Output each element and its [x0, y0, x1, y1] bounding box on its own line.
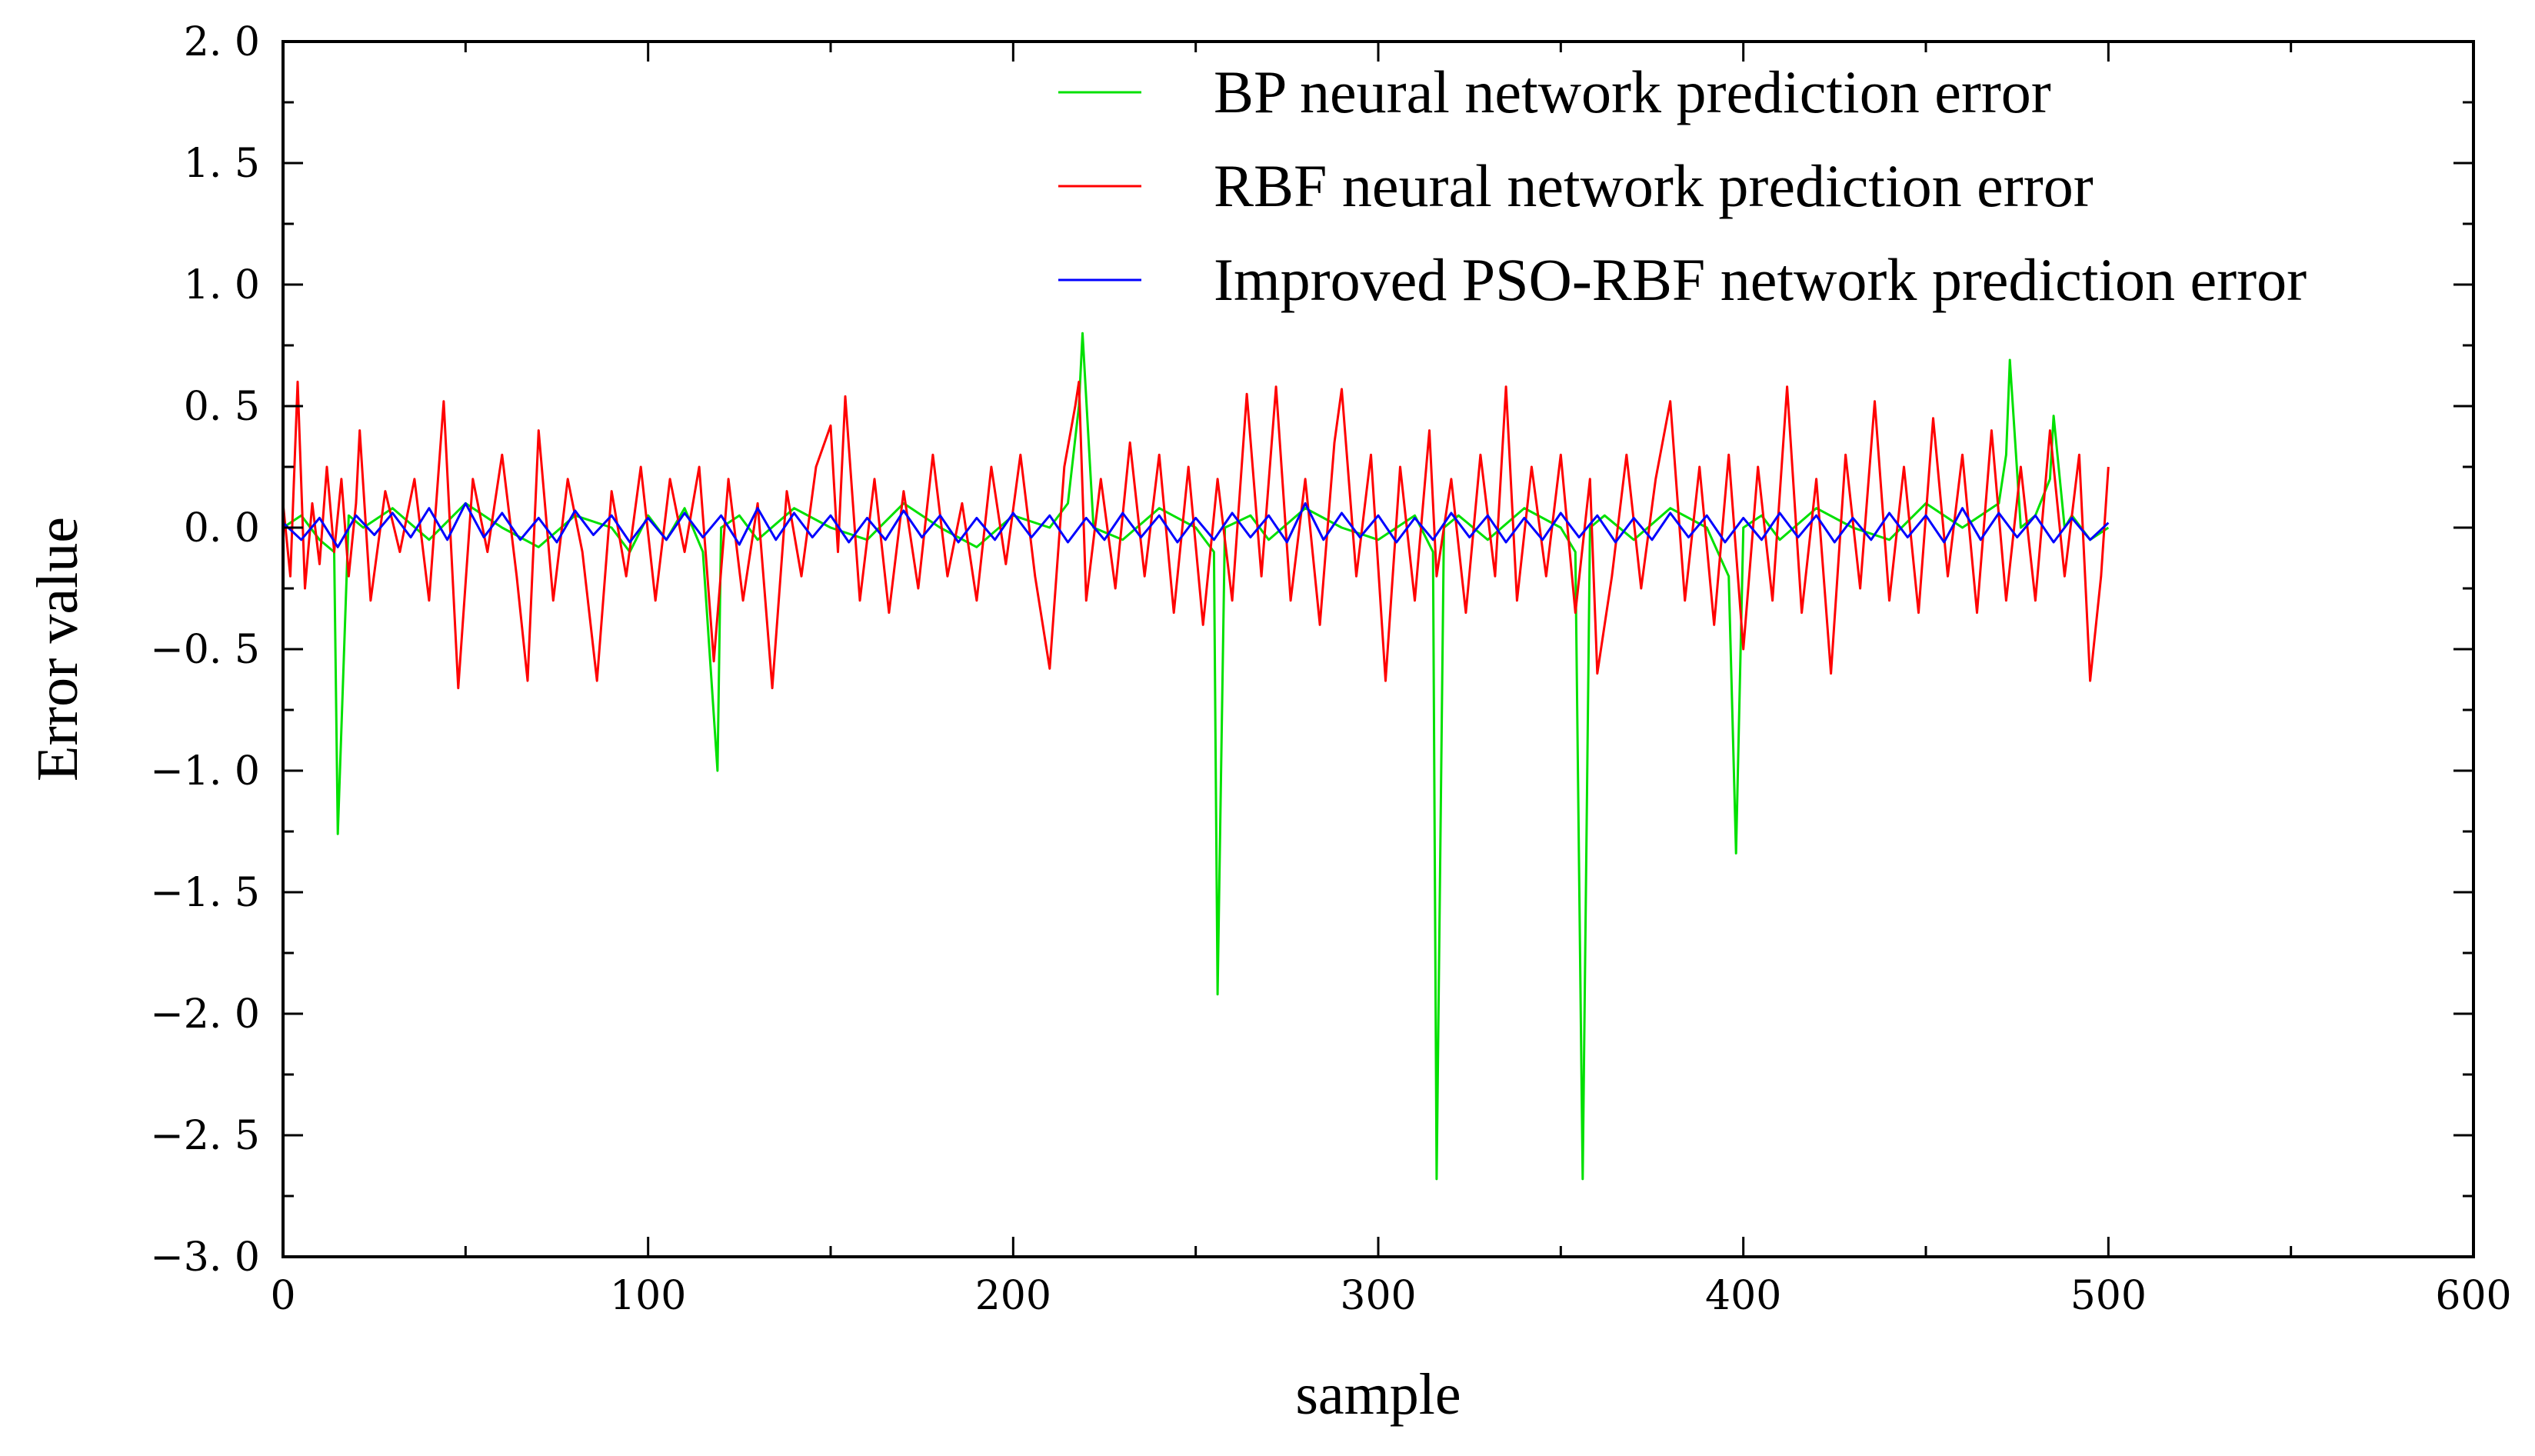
series-line-2 — [281, 380, 2110, 690]
y-tick-label: 0. 0 — [184, 505, 260, 551]
x-tick-label: 100 — [610, 1273, 686, 1319]
y-tick-label: 2. 0 — [184, 19, 260, 65]
y-tick-label: 0. 5 — [184, 384, 260, 430]
y-tick-label: 1. 0 — [184, 262, 260, 308]
x-tick-label: 500 — [2070, 1273, 2147, 1319]
labels-layer: 0 100 200 300 400 500 600 2. 0 1. 5 1. 0 0. 5 0. 0 −… — [150, 19, 2511, 1319]
series-layer — [281, 332, 2110, 1181]
y-tick-label: −0. 5 — [150, 627, 260, 673]
y-tick-label: 1. 5 — [184, 141, 260, 187]
x-axis-title: sample — [1295, 1362, 1461, 1427]
y-axis-title: Error value — [25, 517, 90, 781]
y-tick-label: −2. 5 — [150, 1113, 260, 1159]
x-tick-label: 400 — [1705, 1273, 1781, 1319]
legend: BP neural network prediction error RBF ne… — [1058, 58, 2307, 313]
x-tick-label: 200 — [975, 1273, 1051, 1319]
x-tick-label: 0 — [270, 1273, 295, 1319]
series-line-3 — [281, 501, 2110, 548]
x-tick-label: 600 — [2435, 1273, 2511, 1319]
legend-label-1: BP neural network prediction error — [1214, 58, 2051, 125]
legend-label-2: RBF neural network prediction error — [1214, 152, 2094, 219]
y-tick-label: −1. 0 — [150, 748, 260, 795]
ticks-layer — [281, 40, 2475, 1258]
y-tick-label: −2. 0 — [150, 991, 260, 1038]
x-tick-label: 300 — [1340, 1273, 1416, 1319]
y-tick-label: −1. 5 — [150, 870, 260, 916]
legend-label-3: Improved PSO-RBF network prediction erro… — [1214, 246, 2307, 313]
y-tick-label: −3. 0 — [150, 1234, 260, 1281]
